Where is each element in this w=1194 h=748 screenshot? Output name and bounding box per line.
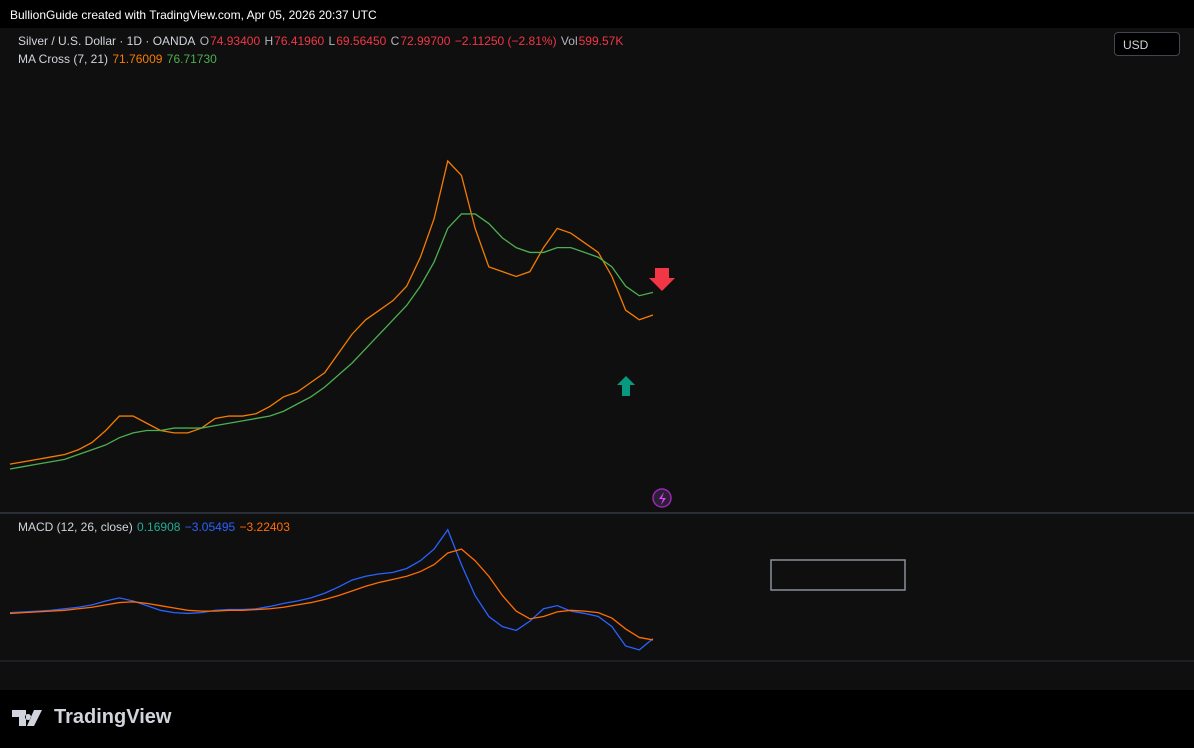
indicator-line	[9, 213, 654, 470]
macd-hist-value: 0.16908	[137, 520, 181, 534]
symbol: Silver / U.S. Dollar · 1D · OANDA	[18, 34, 196, 48]
price-legend: Silver / U.S. Dollar · 1D · OANDA O74.93…	[18, 34, 624, 48]
low-label: L	[328, 34, 336, 48]
volume-value: 599.57K	[578, 34, 624, 48]
ma-slow-value: 76.71730	[166, 52, 217, 66]
plot	[9, 159, 654, 651]
close-label: C	[390, 34, 400, 48]
indicator-name: MA Cross (7, 21)	[18, 52, 109, 66]
ma-legend: MA Cross (7, 21) 71.76009 76.71730	[18, 52, 218, 66]
ma-fast-value: 71.76009	[112, 52, 163, 66]
indicator-line	[9, 159, 654, 465]
up-arrow-icon	[617, 376, 635, 396]
volume-label: Vol	[560, 34, 578, 48]
caption: BullionGuide created with TradingView.co…	[10, 8, 377, 22]
high-label: H	[264, 34, 274, 48]
overlay	[617, 268, 906, 591]
high-value: 76.41960	[274, 34, 325, 48]
macd-signal-value: −3.22403	[239, 520, 290, 534]
indicator-line	[9, 528, 654, 651]
currency-button[interactable]: USD	[1114, 32, 1180, 56]
close-value: 72.99700	[400, 34, 451, 48]
chart-area	[0, 28, 1194, 690]
down-arrow-icon	[649, 268, 675, 291]
open-value: 74.93400	[210, 34, 261, 48]
price-axis-area	[1110, 28, 1194, 690]
macd-legend: MACD (12, 26, close) 0.16908 −3.05495 −3…	[18, 520, 291, 534]
indicator-line	[9, 548, 654, 641]
change-value: −2.11250 (−2.81%)	[454, 34, 557, 48]
macd-box	[770, 559, 906, 591]
macd-indicator-name: MACD (12, 26, close)	[18, 520, 133, 534]
event-bolt	[659, 492, 666, 505]
brand-logo	[12, 709, 42, 726]
macd-line-value: −3.05495	[184, 520, 236, 534]
brand: TradingView	[12, 706, 171, 729]
low-value: 69.56450	[336, 34, 387, 48]
brand-name: TradingView	[54, 706, 172, 728]
open-label: O	[199, 34, 210, 48]
